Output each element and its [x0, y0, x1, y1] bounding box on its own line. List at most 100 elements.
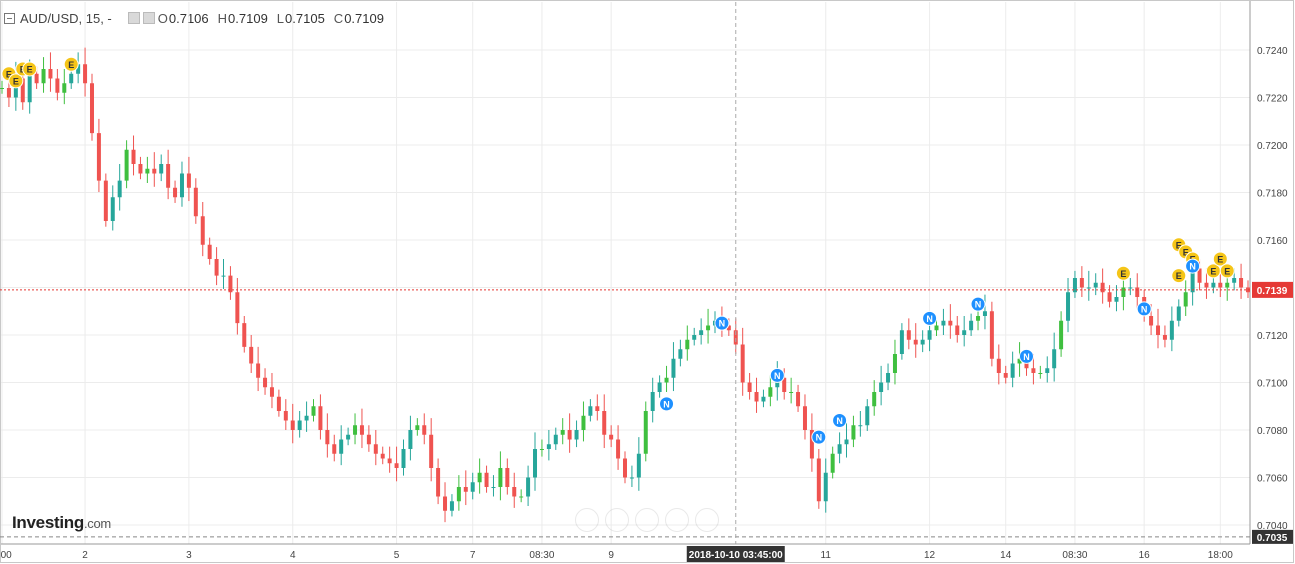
scroll-right-icon[interactable]: [695, 508, 719, 532]
x-tick-label: 5: [394, 550, 400, 561]
candle-body: [678, 349, 683, 359]
x-tick-label: 14: [1000, 550, 1012, 561]
news-event-badge: [970, 296, 986, 312]
candle-body: [865, 406, 870, 426]
candle-body: [470, 482, 475, 492]
candle-body: [235, 292, 240, 324]
candle-body: [214, 259, 219, 276]
candle-body: [477, 472, 482, 483]
event-badge-label: N: [926, 314, 933, 324]
visibility-icon[interactable]: [127, 12, 140, 24]
y-tick-label: 0.7060: [1257, 474, 1288, 485]
candle-body: [519, 496, 524, 498]
x-tick-label: 11: [821, 550, 832, 561]
crosshair-date-label: 2018-10-10 03:45:00: [689, 550, 783, 561]
candle-body: [789, 392, 794, 393]
candle-body: [595, 406, 600, 411]
y-tick-label: 0.7180: [1257, 189, 1288, 200]
candle-body: [796, 392, 801, 407]
candle-body: [546, 444, 551, 449]
candle-body: [456, 487, 461, 502]
candle-body: [643, 411, 648, 454]
x-tick-label: 3:00: [0, 550, 12, 561]
investing-logo: Investing.com: [12, 513, 111, 533]
candle-body: [602, 411, 607, 435]
candle-body: [1031, 368, 1036, 373]
earnings-event-badge: [1212, 251, 1228, 267]
crosshair-date-tag: [686, 546, 785, 562]
candle-body: [526, 477, 531, 497]
y-tick-label: 0.7100: [1257, 379, 1288, 390]
symbol-label[interactable]: AUD/USD, 15, -: [20, 10, 112, 26]
earnings-event-badge: [8, 73, 24, 89]
candle-body: [567, 430, 572, 440]
candle-body: [706, 325, 711, 331]
candle-body: [27, 73, 32, 103]
candle-body: [117, 180, 122, 198]
candle-body: [1066, 292, 1071, 321]
candle-body: [1093, 282, 1098, 288]
y-tick-label: 0.7120: [1257, 331, 1288, 342]
candle-body: [283, 411, 288, 421]
candle-body: [1225, 282, 1230, 288]
candle-body: [498, 468, 503, 487]
scroll-left-icon[interactable]: [575, 508, 599, 532]
earnings-event-badge: [1219, 263, 1235, 279]
event-badge-label: E: [1217, 255, 1223, 265]
reset-icon[interactable]: [635, 508, 659, 532]
candle-body: [263, 377, 268, 388]
settings-icon[interactable]: [142, 12, 155, 24]
zoom-out-icon[interactable]: [605, 508, 629, 532]
logo-domain: .com: [83, 516, 111, 531]
candle-body: [297, 420, 302, 430]
candle-body: [574, 430, 579, 440]
candle-body: [830, 453, 835, 473]
candle-body: [34, 73, 39, 84]
candle-body: [560, 430, 565, 435]
chart-navigation: [575, 508, 719, 532]
news-event-badge: [832, 413, 848, 428]
candle-body: [1176, 306, 1181, 321]
zoom-in-icon[interactable]: [665, 508, 689, 532]
candle-body: [733, 330, 738, 345]
candle-body: [221, 275, 226, 277]
candle-body: [1121, 287, 1126, 297]
candle-body: [1072, 278, 1077, 293]
candle-body: [1197, 268, 1202, 283]
candle-body: [1079, 278, 1084, 288]
collapse-icon[interactable]: [4, 12, 15, 24]
candle-body: [816, 458, 821, 502]
candle-body: [1045, 368, 1050, 373]
candle-body: [387, 458, 392, 464]
candle-body: [671, 358, 676, 378]
x-tick-label: 18:00: [1208, 550, 1233, 561]
candle-body: [1128, 287, 1133, 289]
candle-body: [380, 453, 385, 459]
candle-body: [89, 83, 94, 134]
candle-body: [401, 449, 406, 468]
open-label: O: [157, 10, 168, 26]
candle-body: [913, 339, 918, 345]
candle-body: [761, 396, 766, 402]
event-badge-label: N: [719, 319, 726, 329]
event-badge-label: N: [836, 416, 843, 426]
candle-body: [699, 330, 704, 335]
x-tick-label: 08:30: [529, 550, 554, 561]
candle-body: [353, 425, 358, 435]
candle-body: [394, 463, 399, 468]
candle-body: [657, 382, 662, 392]
candle-body: [429, 434, 434, 468]
candle-body: [1100, 282, 1105, 293]
candle-body: [1086, 287, 1091, 289]
x-tick-label: 08:30: [1062, 550, 1087, 561]
news-event-badge: [811, 429, 827, 445]
candle-body: [311, 406, 316, 416]
x-tick-label: 12: [924, 550, 936, 561]
low-value: 0.7105: [285, 10, 325, 26]
x-tick-label: 16: [1139, 550, 1151, 561]
current-price-label: 0.7139: [1257, 286, 1288, 297]
candle-body: [837, 444, 842, 454]
candle-body: [609, 434, 614, 440]
